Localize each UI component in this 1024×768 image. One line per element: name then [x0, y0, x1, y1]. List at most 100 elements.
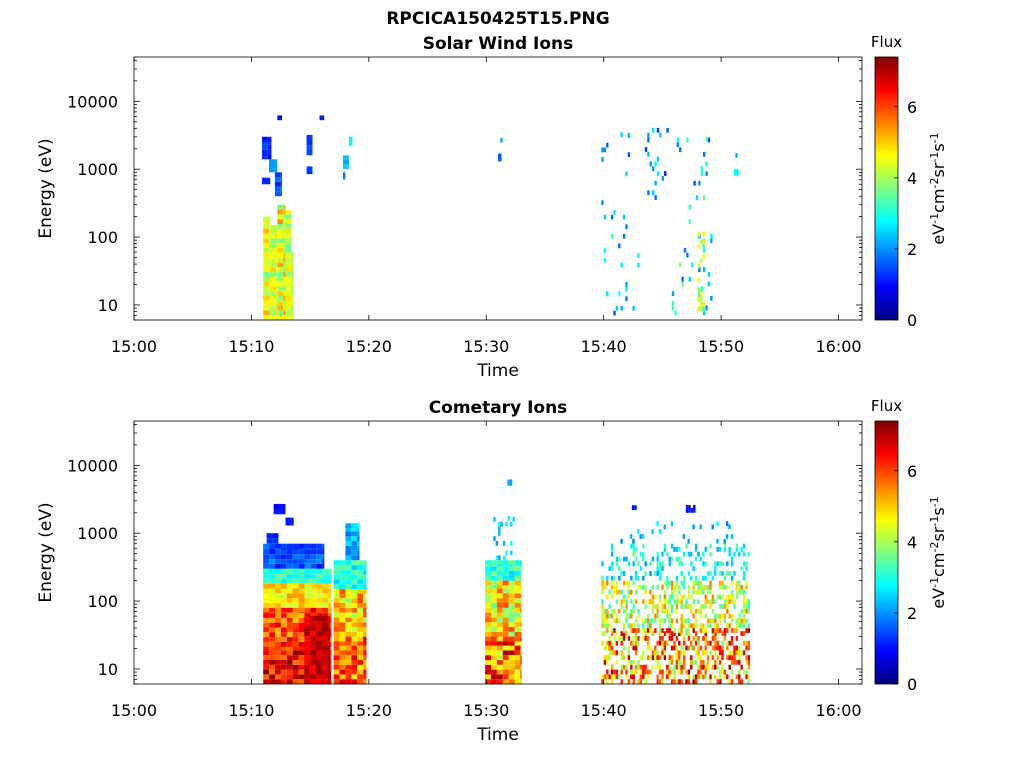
heatmap-cell — [263, 262, 270, 268]
heatmap-cell — [496, 617, 503, 623]
heatmap-cell — [505, 550, 508, 556]
heatmap-cell — [298, 622, 305, 628]
heatmap-cell — [610, 669, 614, 675]
heatmap-cell — [298, 617, 305, 623]
heatmap-cell — [280, 664, 287, 670]
heatmap-cell — [357, 526, 360, 532]
heatmap-cell — [632, 538, 635, 544]
heatmap-cell — [500, 137, 503, 143]
heatmap-cell — [644, 561, 647, 567]
heatmap-cell — [652, 166, 655, 172]
heatmap-cell — [280, 607, 287, 613]
heatmap-cell — [692, 623, 695, 629]
heatmap-cell — [654, 180, 657, 186]
heatmap-cell — [656, 679, 659, 684]
heatmap-cell — [654, 195, 657, 200]
heatmap-cell — [702, 584, 705, 590]
heatmap-cell — [634, 505, 637, 510]
heatmap-cell — [333, 603, 340, 608]
heatmap-cell — [718, 604, 722, 609]
heatmap-cell — [680, 618, 683, 624]
heatmap-cell — [286, 613, 293, 618]
heatmap-cell — [702, 301, 705, 307]
heatmap-cell — [280, 563, 287, 569]
heatmap-cell — [316, 607, 323, 613]
colorbar-scale — [874, 56, 899, 321]
heatmap-cell — [647, 151, 650, 157]
heatmap-cell — [280, 172, 282, 178]
heatmap-cell — [663, 631, 667, 636]
heatmap-cell — [322, 640, 328, 646]
heatmap-cell — [316, 631, 322, 636]
heatmap-cell — [651, 631, 655, 636]
heatmap-cell — [276, 238, 278, 244]
heatmap-cell — [603, 580, 607, 586]
heatmap-cell — [283, 252, 286, 258]
heatmap-cell — [610, 608, 614, 614]
heatmap-cell — [670, 584, 674, 590]
heatmap-cell — [485, 655, 491, 660]
heatmap-cell — [716, 631, 719, 636]
heatmap-cell — [692, 636, 695, 641]
heatmap-cell — [339, 598, 346, 603]
heatmap-cell — [274, 167, 278, 173]
heatmap-cell — [496, 593, 503, 599]
heatmap-cell — [316, 563, 323, 569]
heatmap-cell — [697, 306, 700, 312]
heatmap-cell — [298, 660, 305, 665]
heatmap-cell — [263, 543, 270, 549]
heatmap-cell — [496, 603, 503, 608]
heatmap-cell — [726, 655, 729, 660]
heatmap-cell — [718, 580, 722, 586]
heatmap-cell — [630, 664, 633, 670]
heatmap-cell — [508, 679, 515, 684]
heatmap-cell — [740, 650, 743, 656]
heatmap-cell — [747, 623, 751, 629]
heatmap-cell — [263, 593, 270, 599]
heatmap-cell — [263, 276, 270, 282]
heatmap-cell — [666, 664, 669, 670]
heatmap-cell — [675, 664, 679, 670]
heatmap-cell — [622, 594, 626, 600]
heatmap-cell — [343, 164, 349, 170]
heatmap-cell — [625, 599, 628, 605]
heatmap-cell — [613, 618, 616, 624]
heatmap-cell — [627, 636, 631, 641]
heatmap-cell — [703, 152, 706, 157]
heatmap-cell — [694, 636, 698, 641]
heatmap-cell — [351, 645, 358, 651]
heatmap-cell — [357, 531, 360, 537]
heatmap-cell — [610, 566, 614, 571]
heatmap-cell — [687, 645, 691, 651]
heatmap-cell — [502, 622, 509, 627]
heatmap-cell — [740, 547, 743, 552]
heatmap-cell — [625, 664, 628, 670]
heatmap-cell — [502, 598, 509, 603]
heatmap-cell — [642, 669, 645, 675]
heatmap-cell — [670, 655, 674, 660]
heatmap-cell — [275, 645, 281, 651]
heatmap-cell — [502, 571, 509, 576]
heatmap-cell — [339, 574, 346, 580]
heatmap-cell — [269, 613, 275, 618]
heatmap-cell — [694, 618, 698, 624]
heatmap-cell — [703, 310, 706, 316]
heatmap-cell — [357, 569, 364, 575]
heatmap-cell — [304, 631, 311, 636]
heatmap-cell — [632, 636, 635, 641]
heatmap-cell — [345, 526, 352, 532]
heatmap-cell — [637, 584, 640, 590]
heatmap-cell — [668, 631, 671, 636]
heatmap-cell — [735, 623, 739, 629]
heatmap-cell — [702, 636, 705, 641]
heatmap-cell — [269, 563, 275, 569]
heatmap-cell — [269, 291, 271, 296]
heatmap-cell — [485, 617, 491, 623]
heatmap-cell — [351, 655, 358, 660]
x-tick-label: 15:10 — [228, 701, 274, 720]
heatmap-cell — [627, 623, 631, 629]
heatmap-cell — [675, 594, 679, 600]
heatmap-cell — [292, 617, 299, 623]
heatmap-cell — [709, 679, 712, 684]
heatmap-cell — [351, 574, 358, 580]
